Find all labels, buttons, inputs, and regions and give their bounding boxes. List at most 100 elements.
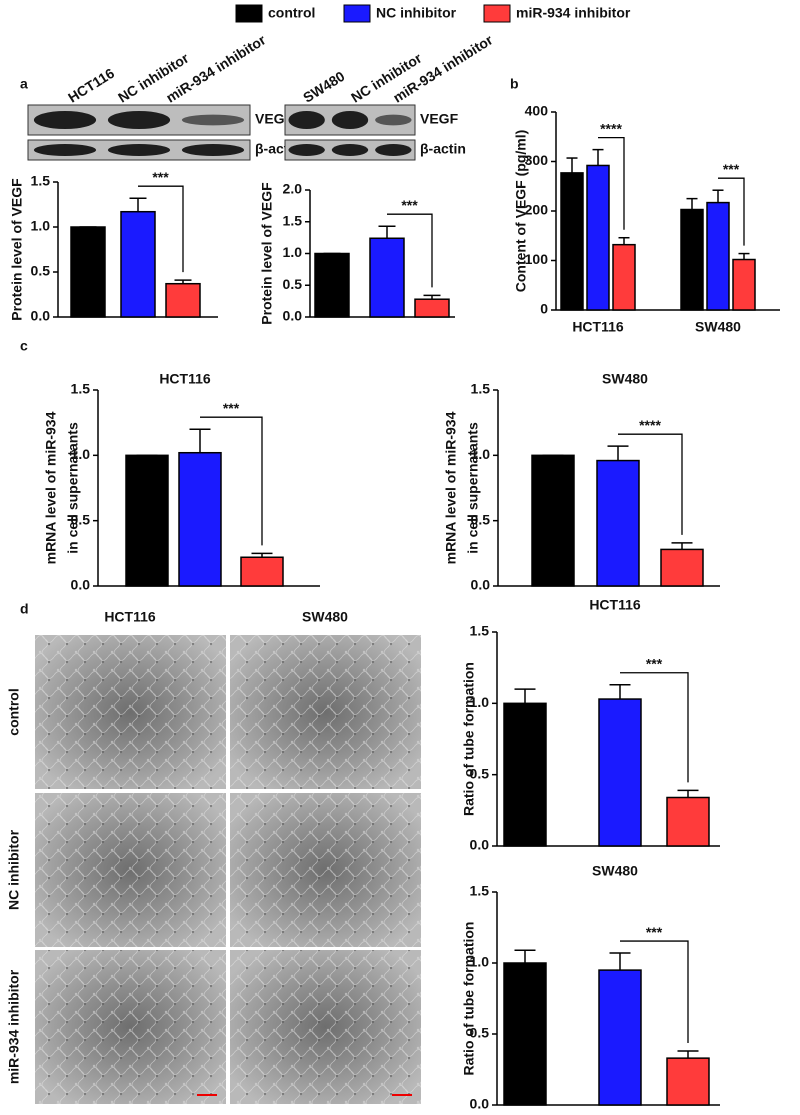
y-tick-label: 400: [525, 103, 549, 119]
y-tick-label: 1.0: [470, 954, 490, 970]
chart-title: SW480: [602, 371, 648, 387]
bar: [586, 164, 610, 311]
y-tick-label: 2.0: [283, 181, 303, 197]
bar: [240, 556, 284, 587]
legend-swatch: [343, 4, 371, 23]
significance-bracket: [620, 672, 689, 783]
blot-band: [288, 144, 325, 156]
bar: [178, 451, 222, 587]
image-row-label: control: [6, 688, 22, 735]
micrograph-texture: [230, 635, 421, 789]
legend-label: miR-934 inhibitor: [516, 5, 631, 21]
bar: [120, 210, 156, 318]
micrograph-texture: [230, 793, 421, 947]
chart-title: HCT116: [159, 371, 211, 387]
bar: [598, 698, 642, 847]
y-axis-label: Ratio of tube formation: [461, 662, 477, 816]
blot-band: [375, 114, 412, 126]
y-tick-label: 200: [525, 202, 549, 218]
blot-band: [288, 111, 325, 129]
bar: [314, 252, 350, 318]
blot-row-label: β-actin: [420, 141, 466, 157]
micrograph-texture: [35, 950, 226, 1104]
y-tick-label: 0.5: [470, 765, 490, 781]
y-tick-label: 0.0: [283, 308, 303, 324]
blot-band: [33, 111, 97, 129]
legend-swatch: [235, 4, 263, 23]
image-column-label: SW480: [302, 609, 348, 625]
y-axis-label: Protein level of VEGF: [9, 178, 25, 321]
error-bar: [609, 952, 631, 971]
y-tick-label: 1.0: [470, 694, 490, 710]
y-tick-label: 0.5: [471, 511, 491, 527]
chart-title: SW480: [592, 863, 638, 879]
significance-label: ***: [401, 197, 418, 213]
legend-swatch: [483, 4, 511, 23]
error-bar: [609, 684, 631, 700]
micrograph-texture: [35, 635, 226, 789]
bar: [70, 226, 106, 318]
x-tick-label: HCT116: [572, 319, 624, 335]
error-bar: [251, 552, 273, 558]
error-bar: [618, 236, 630, 245]
bar: [596, 459, 640, 587]
y-tick-label: 0.0: [470, 1096, 490, 1112]
panel-letter: b: [510, 76, 519, 92]
y-tick-label: 1.5: [283, 212, 303, 228]
y-tick-label: 1.0: [283, 244, 303, 260]
y-axis-label: Ratio of tube formation: [461, 922, 477, 1076]
bar: [706, 201, 730, 311]
significance-label: ****: [639, 417, 661, 433]
blot-band: [107, 144, 171, 156]
error-bar: [738, 252, 750, 260]
bar: [666, 796, 710, 847]
y-tick-label: 100: [525, 251, 549, 267]
panel-letter: a: [20, 76, 28, 92]
y-axis-label: in cell supernatants: [465, 422, 481, 554]
significance-label: ***: [646, 655, 663, 671]
micrograph-texture: [35, 793, 226, 947]
x-tick-label: SW480: [695, 319, 741, 335]
panel-letter: c: [20, 338, 28, 354]
blot-band: [331, 144, 369, 156]
bar: [598, 969, 642, 1106]
significance-label: ***: [646, 924, 663, 940]
error-bar: [607, 445, 629, 461]
error-bar: [677, 789, 699, 798]
error-bar: [129, 197, 147, 212]
significance-label: ***: [723, 161, 740, 177]
y-tick-label: 1.5: [471, 381, 491, 397]
error-bar: [592, 148, 604, 166]
blot-row-label: VEGF: [255, 111, 294, 127]
significance-bracket: [618, 433, 683, 535]
y-tick-label: 1.5: [71, 381, 91, 397]
blot-band: [181, 114, 245, 126]
error-bar: [514, 949, 536, 963]
y-axis-label: mRNA level of miR-934: [443, 411, 459, 564]
blot-lane-label: HCT116: [65, 65, 117, 106]
y-tick-label: 0.5: [283, 276, 303, 292]
image-row-label: NC inhibitor: [6, 829, 22, 910]
blot-band: [181, 144, 245, 156]
significance-label: ***: [152, 169, 169, 185]
image-column-label: HCT116: [104, 609, 156, 625]
y-tick-label: 1.0: [471, 446, 491, 462]
y-tick-label: 0.0: [71, 577, 91, 593]
significance-label: ***: [223, 400, 240, 416]
significance-bracket: [620, 940, 689, 1044]
bar: [612, 243, 636, 311]
y-tick-label: 0.5: [31, 263, 51, 279]
bar: [125, 454, 169, 587]
y-axis-label: mRNA level of miR-934: [43, 411, 59, 564]
blot-band: [375, 144, 412, 156]
y-tick-label: 0.5: [71, 511, 91, 527]
error-bar: [566, 157, 578, 173]
y-tick-label: 0.0: [31, 308, 51, 324]
blot-band: [331, 111, 369, 129]
chart-title: HCT116: [589, 597, 641, 613]
bar: [680, 208, 704, 311]
significance-bracket: [718, 177, 745, 246]
significance-bracket: [200, 416, 263, 546]
bar: [531, 454, 575, 587]
y-tick-label: 1.0: [71, 446, 91, 462]
